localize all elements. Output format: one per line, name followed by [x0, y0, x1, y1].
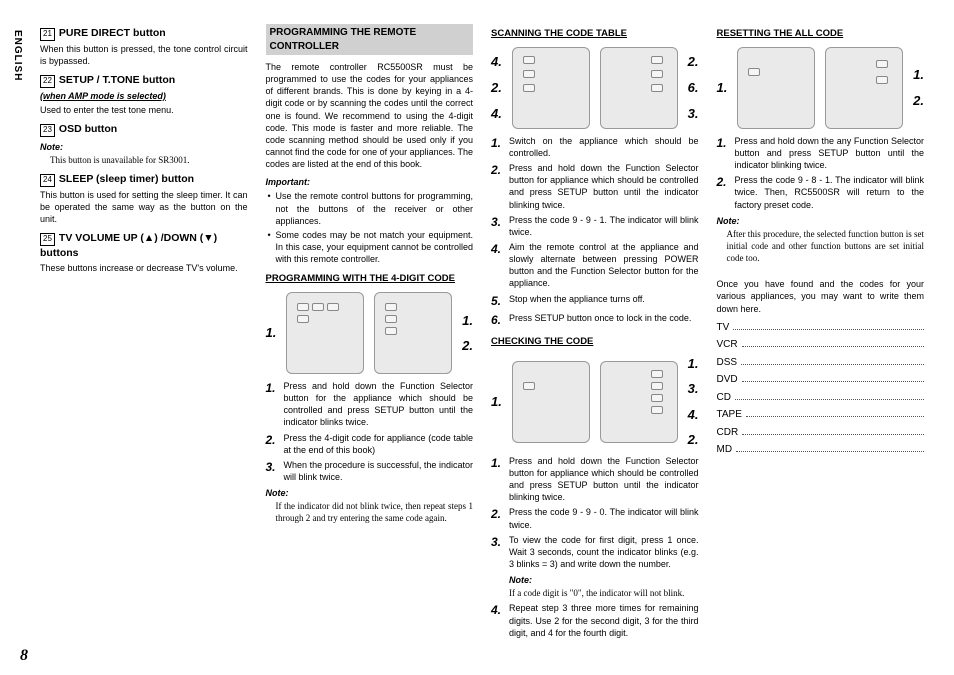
- section-24-text: This button is used for setting the slee…: [40, 189, 248, 225]
- section-23-note-label: Note:: [40, 141, 248, 153]
- col2-note-label: Note:: [266, 487, 474, 499]
- section-22-sub: (when AMP mode is selected): [40, 90, 248, 102]
- column-1: 21PURE DIRECT button When this button is…: [40, 20, 248, 642]
- col3-note-label: Note:: [509, 574, 699, 586]
- resetting-header: RESETTING THE ALL CODE: [717, 28, 925, 41]
- section-21-text: When this button is pressed, the tone co…: [40, 43, 248, 67]
- column-3: SCANNING THE CODE TABLE 4.2.4. 2.6.3. 1.…: [491, 20, 699, 642]
- language-tab: ENGLISH: [12, 30, 23, 81]
- column-4: RESETTING THE ALL CODE 1. 1.2. 1.Press a…: [717, 20, 925, 642]
- checking-header: CHECKING THE CODE: [491, 336, 699, 349]
- col4-note-text: After this procedure, the selected funct…: [727, 228, 925, 264]
- figure-resetting: 1. 1.2.: [717, 47, 925, 129]
- important-label: Important:: [266, 176, 474, 188]
- page-content: 21PURE DIRECT button When this button is…: [0, 0, 954, 652]
- figure-4digit: 1. 1.2.: [266, 292, 474, 374]
- column-2: PROGRAMMING THE REMOTE CONTROLLER The re…: [266, 20, 474, 642]
- section-25-text: These buttons increase or decrease TV's …: [40, 262, 248, 274]
- section-22-title: 22SETUP / T.TONE button: [40, 73, 248, 88]
- col3-note-text: If a code digit is "0", the indicator wi…: [509, 587, 699, 599]
- col2-note-text: If the indicator did not blink twice, th…: [276, 500, 474, 524]
- figure-scanning: 4.2.4. 2.6.3.: [491, 47, 699, 129]
- programming-header: PROGRAMMING THE REMOTE CONTROLLER: [266, 24, 474, 55]
- figure-checking: 1. 1.3.4.2.: [491, 355, 699, 449]
- section-23-title: 23OSD button: [40, 122, 248, 137]
- section-24-title: 24SLEEP (sleep timer) button: [40, 172, 248, 187]
- scanning-header: SCANNING THE CODE TABLE: [491, 28, 699, 41]
- important-bullets: Use the remote control buttons for progr…: [266, 190, 474, 265]
- section-21-title: 21PURE DIRECT button: [40, 26, 248, 41]
- programming-intro: The remote controller RC5500SR must be p…: [266, 61, 474, 170]
- device-code-lines: TV VCR DSS DVD CD TAPE CDR MD: [717, 321, 925, 457]
- col4-note-label: Note:: [717, 215, 925, 227]
- prog-4digit-header: PROGRAMMING WITH THE 4-DIGIT CODE: [266, 273, 474, 286]
- section-25-title: 25TV VOLUME UP (▲) /DOWN (▼) buttons: [40, 231, 248, 260]
- section-22-text: Used to enter the test tone menu.: [40, 104, 248, 116]
- write-down-text: Once you have found and the codes for yo…: [717, 278, 925, 314]
- page-number: 8: [20, 647, 28, 665]
- section-23-note-text: This button is unavailable for SR3001.: [50, 154, 248, 166]
